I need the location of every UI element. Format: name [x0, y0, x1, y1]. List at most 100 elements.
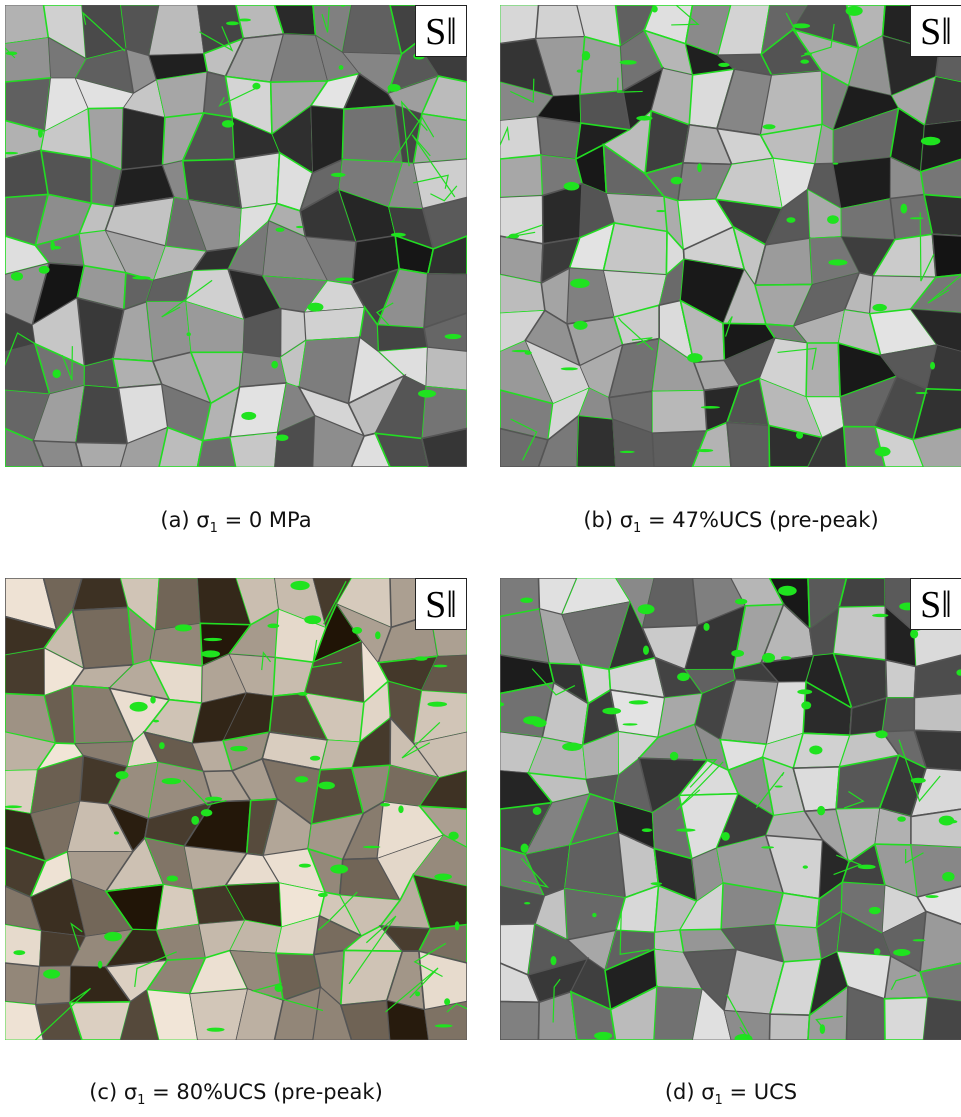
- figure: S‖ S‖ S‖ S‖ (a) σ1 = 0 MPa (b) σ1 = 47%U…: [0, 0, 961, 1117]
- crack-cluster: [201, 809, 213, 816]
- crack-cluster: [230, 746, 247, 752]
- grain: [500, 1002, 539, 1041]
- caption-text: (b) σ: [583, 508, 633, 532]
- crack-cluster: [159, 742, 165, 749]
- grain: [536, 5, 585, 39]
- crack-cluster: [620, 60, 637, 65]
- grain: [234, 153, 279, 209]
- grain: [500, 5, 539, 44]
- grain: [885, 997, 928, 1040]
- crack-cluster: [803, 865, 808, 868]
- crack-cluster: [380, 803, 390, 807]
- crack-cluster: [594, 1032, 612, 1040]
- crack-cluster: [150, 696, 155, 703]
- grain: [5, 963, 39, 1005]
- grain-image: [5, 5, 467, 467]
- caption-text: (a) σ: [160, 508, 209, 532]
- grain: [76, 442, 128, 467]
- crack-cluster: [295, 776, 308, 782]
- crack-cluster: [167, 876, 178, 882]
- grain-image: [500, 578, 961, 1040]
- crack-cluster: [524, 902, 530, 904]
- caption-text: (d) σ: [665, 1080, 715, 1104]
- crack-cluster: [774, 785, 782, 787]
- crack-cluster: [946, 820, 957, 824]
- caption-text: = 0 MPa: [218, 508, 312, 532]
- grain: [157, 72, 208, 117]
- crack-cluster: [339, 65, 344, 70]
- crack-cluster: [130, 702, 148, 712]
- caption-subscript: 1: [715, 1093, 723, 1108]
- crack-cluster: [525, 351, 532, 355]
- crack-cluster: [331, 173, 346, 177]
- grain: [914, 694, 961, 733]
- crack-cluster: [577, 70, 583, 73]
- orientation-label: S‖: [415, 578, 467, 630]
- crack-cluster: [792, 23, 810, 28]
- crack-cluster: [778, 586, 797, 596]
- crack-cluster: [721, 832, 729, 841]
- crack-cluster: [238, 18, 251, 21]
- crack-cluster: [363, 846, 380, 848]
- micrograph: S‖: [5, 578, 467, 1040]
- grain: [806, 343, 840, 397]
- crack-cluster: [801, 701, 811, 709]
- crack-cluster: [222, 120, 234, 127]
- crack-cluster: [623, 723, 638, 725]
- caption: (b) σ1 = 47%UCS (pre-peak): [500, 508, 961, 536]
- crack-cluster: [703, 623, 709, 631]
- crack-cluster: [687, 353, 702, 363]
- caption: (a) σ1 = 0 MPa: [5, 508, 467, 536]
- crack-cluster: [875, 447, 891, 457]
- crack-cluster: [910, 629, 918, 638]
- crack-cluster: [781, 656, 791, 660]
- crack-cluster: [296, 226, 304, 228]
- crack-cluster: [636, 116, 652, 121]
- grain: [577, 416, 616, 467]
- crack-cluster: [226, 21, 239, 25]
- crack-cluster: [521, 844, 529, 853]
- crack-cluster: [523, 716, 542, 725]
- grain: [932, 234, 961, 277]
- crack-cluster: [114, 831, 119, 834]
- crack-cluster: [435, 1024, 453, 1027]
- grain: [147, 301, 191, 361]
- crack-cluster: [427, 702, 447, 707]
- crack-cluster: [820, 1024, 826, 1034]
- crack-cluster: [676, 828, 695, 831]
- crack-cluster: [828, 259, 847, 265]
- crack-cluster: [352, 627, 362, 634]
- crack-cluster: [310, 756, 320, 761]
- crack-cluster: [191, 816, 199, 825]
- crack-cluster: [201, 650, 220, 657]
- crack-cluster: [869, 907, 881, 914]
- crack-cluster: [913, 939, 926, 941]
- crack-cluster: [551, 956, 557, 965]
- grain: [5, 5, 48, 44]
- crack-cluster: [592, 913, 596, 917]
- crack-cluster: [846, 6, 863, 16]
- crack-cluster: [629, 700, 649, 704]
- crack-cluster: [162, 778, 181, 784]
- crack-cluster: [797, 689, 812, 694]
- crack-cluster: [833, 163, 839, 165]
- grain: [155, 578, 200, 630]
- crack-cluster: [915, 392, 927, 394]
- crack-cluster: [304, 615, 321, 624]
- crack-cluster: [276, 434, 289, 441]
- crack-cluster: [718, 63, 729, 67]
- crack-cluster: [786, 217, 795, 223]
- crack-cluster: [602, 708, 621, 715]
- grain: [727, 422, 770, 467]
- crack-cluster: [204, 638, 222, 641]
- crack-cluster: [620, 451, 635, 453]
- crack-cluster: [697, 449, 714, 452]
- crack-cluster: [43, 969, 60, 978]
- caption-text: = 80%UCS (pre-peak): [145, 1080, 382, 1104]
- crack-cluster: [562, 743, 582, 752]
- grain: [655, 930, 684, 952]
- grain: [5, 648, 44, 695]
- crack-cluster: [900, 204, 907, 214]
- crack-cluster: [241, 412, 256, 420]
- crack-cluster: [796, 432, 803, 439]
